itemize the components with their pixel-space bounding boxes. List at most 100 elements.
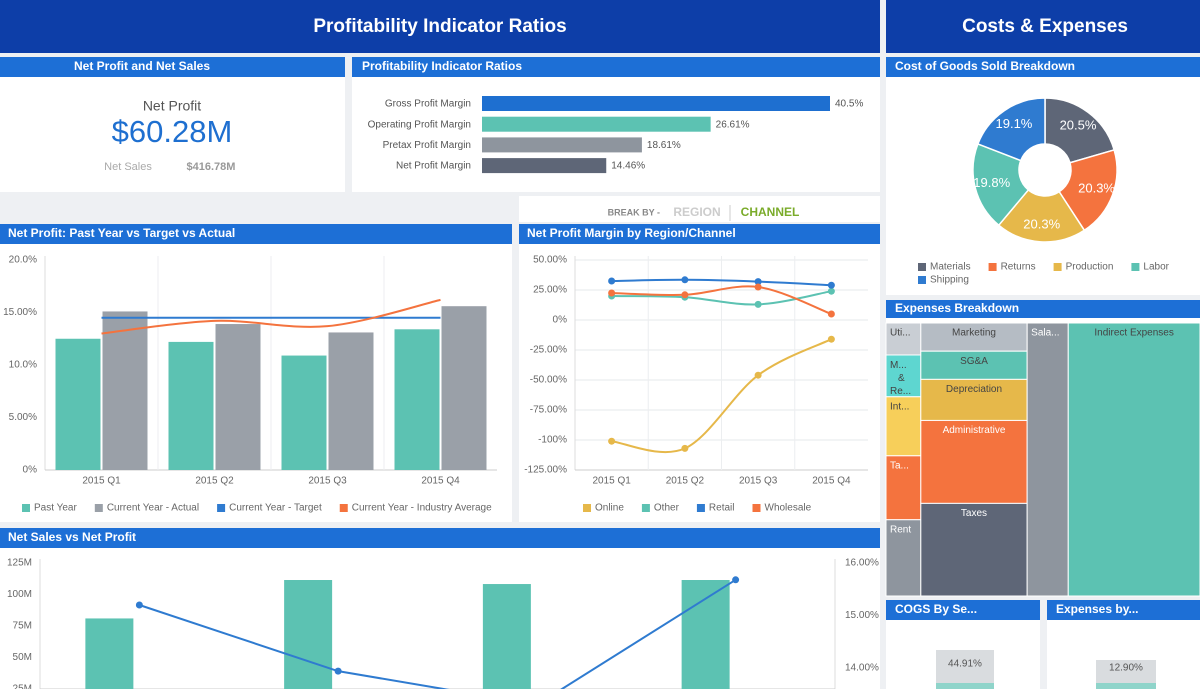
slice <box>976 97 1046 162</box>
x-tick-label: 2015 Q2 <box>195 476 234 487</box>
bar <box>482 584 531 689</box>
legend-label: Production <box>1066 262 1114 273</box>
break-by-option[interactable]: CHANNEL <box>741 205 800 219</box>
legend-swatch <box>339 504 348 512</box>
panel-header <box>886 300 1200 318</box>
legend-label: Current Year - Industry Average <box>352 503 492 514</box>
panel-header <box>0 57 345 77</box>
bar <box>328 332 374 470</box>
panel-title: Net Profit and Net Sales <box>74 59 210 73</box>
panel-header <box>519 224 880 244</box>
bar <box>215 324 261 470</box>
legend-label: Past Year <box>34 503 77 514</box>
marker <box>732 576 740 584</box>
y-tick-label: 25.00% <box>533 285 567 296</box>
legend-swatch <box>22 504 30 512</box>
bar <box>681 580 730 689</box>
legend-label: Retail <box>709 503 735 514</box>
panel <box>0 77 345 192</box>
panel-title: Expenses by... <box>1056 602 1138 616</box>
slice <box>997 188 1086 243</box>
panel-title: COGS By Se... <box>895 602 977 616</box>
treemap-label: Int... <box>890 401 909 412</box>
treemap-label: Taxes <box>961 508 987 519</box>
treemap-cell <box>885 455 922 521</box>
legend-label: Current Year - Actual <box>107 503 199 514</box>
panel-title: Net Profit: Past Year vs Target vs Actua… <box>8 226 235 240</box>
plot <box>85 576 740 689</box>
y-tick-label: -25.00% <box>530 345 567 356</box>
panel <box>352 77 880 192</box>
treemap-label: Ta... <box>890 460 909 471</box>
header-bar <box>0 0 880 53</box>
treemap-cell <box>920 322 1028 352</box>
bar <box>482 116 711 132</box>
treemap-label: Sala... <box>1031 328 1059 339</box>
legend-label: Online <box>595 503 624 514</box>
slice <box>1044 97 1116 164</box>
treemap-label: Rent <box>890 524 911 535</box>
x-tick-label: 2015 Q4 <box>421 476 460 487</box>
line <box>611 285 832 315</box>
panel-title: Profitability Indicator Ratios <box>362 59 522 73</box>
bar <box>168 341 214 470</box>
kpi-label: Net Profit <box>143 98 201 114</box>
marker <box>608 277 616 285</box>
line <box>611 278 832 287</box>
bar <box>394 329 440 470</box>
treemap-label: Depreciation <box>946 384 1002 395</box>
legend-label: Other <box>654 503 680 514</box>
panel <box>519 196 880 222</box>
panel-title: Cost of Goods Sold Breakdown <box>895 59 1075 73</box>
bar <box>284 580 333 689</box>
panel-title: Net Sales vs Net Profit <box>8 530 136 544</box>
y2-tick-label: 15.00% <box>845 610 879 621</box>
bar <box>281 355 327 470</box>
break-by-label: BREAK BY - <box>608 207 660 217</box>
x-tick-label: 2015 Q2 <box>666 476 705 487</box>
header-title: Costs & Expenses <box>962 16 1128 37</box>
x-tick-label: 2015 Q1 <box>592 476 631 487</box>
legend-swatch <box>94 504 103 512</box>
treemap-cell <box>1026 322 1069 597</box>
bar <box>55 338 101 470</box>
x-tick-label: 2015 Q3 <box>308 476 347 487</box>
panel-header <box>886 600 1040 620</box>
value-label: 40.5% <box>835 99 863 110</box>
y-tick-label: 25M <box>13 684 32 689</box>
y-tick-label: -75.00% <box>530 405 567 416</box>
legend-swatch <box>1053 263 1062 271</box>
marker <box>754 283 762 291</box>
panel-header <box>0 224 512 244</box>
marker <box>754 371 762 379</box>
legend-label: Shipping <box>930 275 969 286</box>
slice <box>1058 148 1118 232</box>
slice <box>972 142 1030 227</box>
marker <box>827 287 835 295</box>
marker <box>681 291 689 299</box>
break-by-option[interactable]: REGION <box>673 205 720 219</box>
y-tick-label: 75M <box>13 621 32 632</box>
treemap-cell <box>885 519 922 597</box>
slice-label: 20.5% <box>1060 117 1097 132</box>
bar <box>482 137 642 153</box>
treemap-label: SG&A <box>960 356 988 367</box>
value-label: 26.61% <box>716 119 750 130</box>
legend-label: Labor <box>1143 262 1169 273</box>
treemap-cell <box>920 419 1028 504</box>
marker <box>827 310 835 318</box>
x-tick-label: 2015 Q1 <box>82 476 121 487</box>
treemap-label: Indirect Expenses <box>1094 328 1174 339</box>
panel-header <box>0 528 880 548</box>
line <box>611 338 832 454</box>
small-value: 44.91% <box>948 659 982 670</box>
y-tick-label: -50.00% <box>530 375 567 386</box>
y-tick-label: 50M <box>13 652 32 663</box>
bar <box>482 158 607 174</box>
panel-title: Net Profit Margin by Region/Channel <box>527 226 736 240</box>
y-tick-label: 20.0% <box>9 255 37 266</box>
marker <box>827 281 835 289</box>
y2-tick-label: 16.00% <box>845 558 879 569</box>
treemap-label: Uti... <box>890 328 911 339</box>
